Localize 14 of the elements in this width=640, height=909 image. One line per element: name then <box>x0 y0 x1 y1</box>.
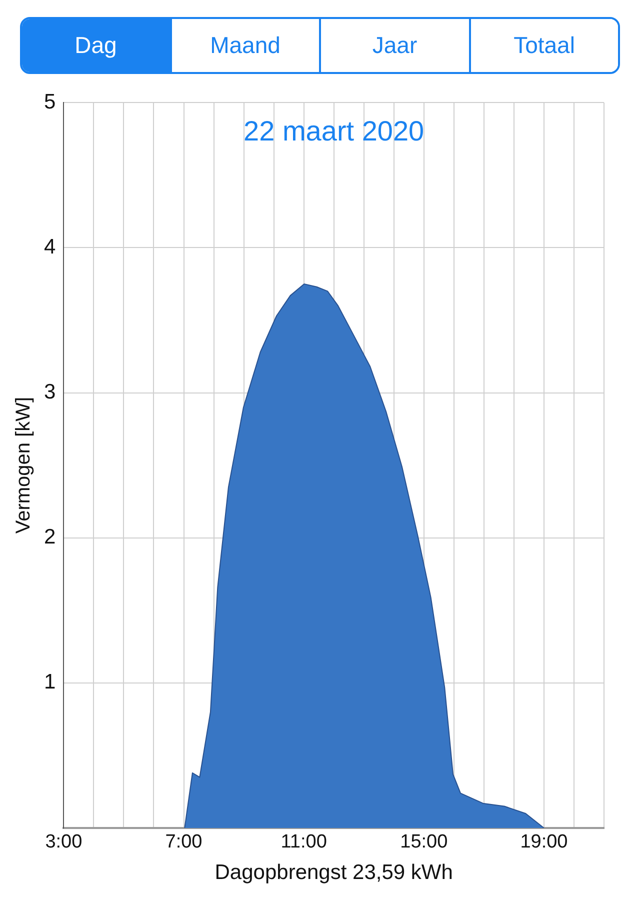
y-tick-label: 1 <box>44 670 56 694</box>
y-tick-label: 3 <box>44 380 56 404</box>
y-tick-label: 5 <box>44 90 56 114</box>
x-tick-label: 3:00 <box>45 832 82 853</box>
y-axis-title: Vermogen [kW] <box>12 396 35 534</box>
x-axis-title: Dagopbrengst 23,59 kWh <box>214 861 453 884</box>
x-tick-label: 15:00 <box>400 832 448 853</box>
y-tick-label: 2 <box>44 526 56 549</box>
x-tick-label: 11:00 <box>280 832 327 853</box>
text: 22 maart 2020 <box>244 115 424 146</box>
x-tick-label: 19:00 <box>520 832 568 853</box>
y-tick-label: 4 <box>44 235 56 258</box>
segmented-control: Dag Maand Jaar Totaal <box>20 17 620 74</box>
x-tick-label: 7:00 <box>165 832 202 853</box>
